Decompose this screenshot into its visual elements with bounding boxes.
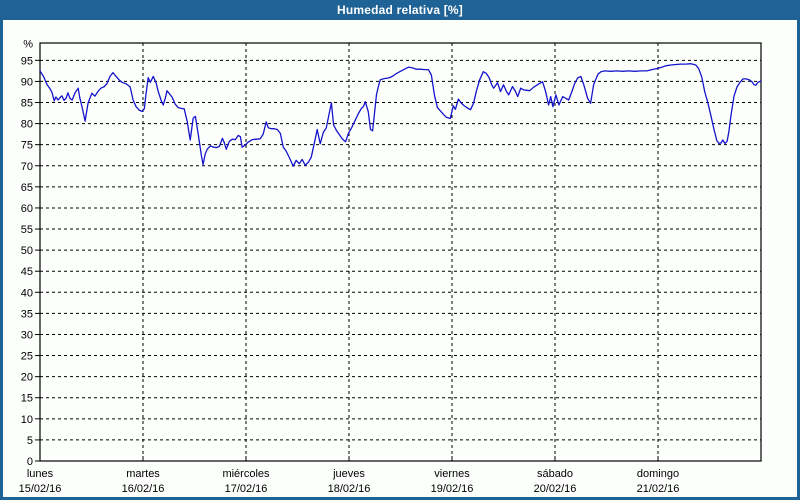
window-title: Humedad relativa [%] xyxy=(336,3,464,17)
x-date-label: 18/02/16 xyxy=(328,483,371,495)
y-tick-label: 50 xyxy=(21,245,33,257)
y-tick-label: 55 xyxy=(21,224,33,236)
y-tick-label: 20 xyxy=(21,372,33,384)
y-tick-label: 75 xyxy=(21,140,33,152)
y-tick-label: 10 xyxy=(21,414,33,426)
plot-border xyxy=(39,42,762,462)
x-day-label: sábado xyxy=(537,468,573,480)
x-date-label: 19/02/16 xyxy=(431,483,474,495)
y-tick-label: 25 xyxy=(21,351,33,363)
y-tick-label: 90 xyxy=(21,76,33,88)
y-tick-label: 0 xyxy=(27,456,33,468)
y-tick-label: 30 xyxy=(21,329,33,341)
y-tick-label: 15 xyxy=(21,393,33,405)
x-day-label: lunes xyxy=(27,468,54,480)
y-tick-label: 65 xyxy=(21,182,33,194)
y-tick-label: 60 xyxy=(21,203,33,215)
y-tick-label: 85 xyxy=(21,98,33,110)
x-day-label: viernes xyxy=(434,468,470,480)
x-day-label: domingo xyxy=(637,468,679,480)
title-bar: Humedad relativa [%] xyxy=(0,0,800,20)
humidity-series-line xyxy=(39,63,762,167)
x-date-label: 16/02/16 xyxy=(122,483,165,495)
y-tick-label: 40 xyxy=(21,287,33,299)
x-day-label: martes xyxy=(126,468,160,480)
y-tick-label: 95 xyxy=(21,55,33,67)
x-date-label: 20/02/16 xyxy=(534,483,577,495)
y-unit-label: % xyxy=(23,38,33,50)
y-tick-label: 70 xyxy=(21,161,33,173)
y-tick-label: 45 xyxy=(21,266,33,278)
x-day-label: miércoles xyxy=(222,468,270,480)
x-date-label: 21/02/16 xyxy=(637,483,680,495)
y-tick-label: 5 xyxy=(27,435,33,447)
x-day-label: jueves xyxy=(332,468,365,480)
x-date-label: 15/02/16 xyxy=(19,483,62,495)
y-tick-label: 35 xyxy=(21,308,33,320)
y-tick-label: 80 xyxy=(21,119,33,131)
x-date-label: 17/02/16 xyxy=(225,483,268,495)
